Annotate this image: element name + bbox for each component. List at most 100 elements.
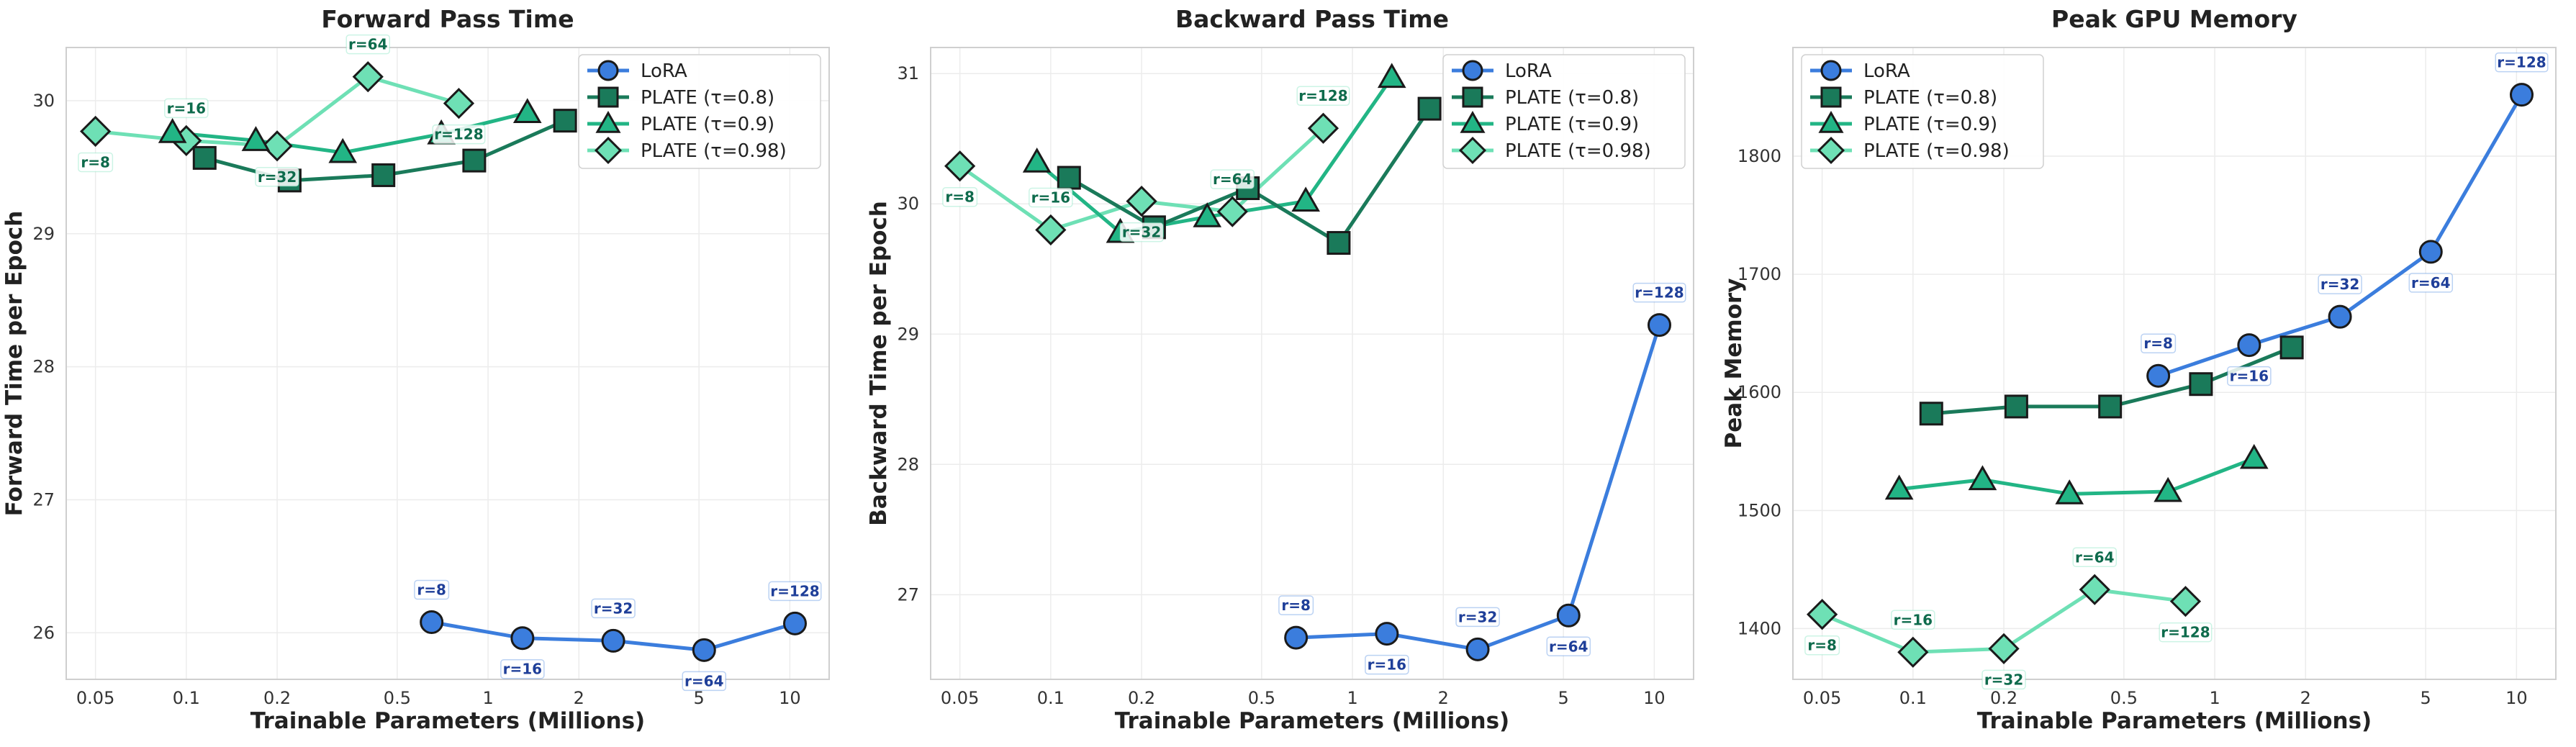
annotation-box <box>1455 607 1500 628</box>
chart-title: Peak GPU Memory <box>2051 5 2297 33</box>
annotation-box <box>1296 86 1350 106</box>
legend-label: PLATE (τ=0.8) <box>641 87 774 109</box>
annotation-label: r=128 <box>770 582 819 599</box>
annotation-box <box>2072 547 2118 568</box>
legend-marker-lora <box>1462 60 1483 81</box>
annotation-box <box>1029 187 1073 208</box>
annotation-label: r=128 <box>2497 54 2546 71</box>
legend-marker-plate-0-9 <box>1460 111 1486 133</box>
annotation-label: r=64 <box>348 36 387 53</box>
point-plate-0-9 <box>2055 479 2084 504</box>
series-line-lora <box>1296 324 1661 651</box>
annotation-label: r=8 <box>417 581 446 599</box>
point-plate-0-8 <box>1417 96 1442 121</box>
annotation-label: r=32 <box>594 599 633 617</box>
annotation-box <box>2159 622 2213 643</box>
y-tick-label: 29 <box>897 324 919 344</box>
y-tick-label: 1400 <box>1737 618 1781 638</box>
legend-marker-plate-0-8 <box>1820 86 1842 108</box>
point-plate-0-98 <box>261 130 293 162</box>
x-tick-label: 1 <box>1347 688 1357 708</box>
legend-marker-plate-0-98 <box>1458 136 1487 165</box>
point-lora <box>1375 622 1399 646</box>
annotation-box <box>591 598 636 619</box>
point-lora <box>1284 625 1309 650</box>
x-tick-label: 0.1 <box>1899 688 1927 708</box>
point-plate-0-98 <box>2079 574 2110 605</box>
legend-frame <box>1801 54 2044 169</box>
annotation-label: r=8 <box>1807 637 1837 654</box>
annotation-label: r=64 <box>2411 274 2450 291</box>
annotation-box <box>942 186 978 207</box>
point-lora <box>692 638 716 662</box>
x-tick-label: 5 <box>694 688 705 708</box>
legend-label: LoRA <box>641 60 687 82</box>
annotation-box <box>1278 595 1314 615</box>
y-tick-label: 1700 <box>1737 264 1781 284</box>
y-tick-label: 29 <box>32 224 55 244</box>
point-plate-0-9 <box>328 137 358 163</box>
point-plate-0-9 <box>1377 63 1406 89</box>
annotation-label: r=32 <box>1458 608 1497 625</box>
point-plate-0-9 <box>1968 465 1997 491</box>
plot-frame <box>1792 47 2557 680</box>
point-lora <box>601 628 625 653</box>
point-plate-0-98 <box>1035 214 1067 246</box>
annotation-box <box>1210 169 1255 189</box>
point-plate-0-98 <box>443 88 475 119</box>
y-tick-label: 28 <box>897 454 919 474</box>
annotation-label: r=64 <box>684 672 723 689</box>
point-plate-0-98 <box>352 61 384 93</box>
point-plate-0-9 <box>2239 443 2269 469</box>
point-plate-0-98 <box>1216 196 1248 227</box>
legend-label: PLATE (τ=0.9) <box>1863 114 1997 135</box>
legend: LoRA PLATE (τ=0.8) PLATE (τ=0.9) PLATE (τ=0… <box>1442 54 1686 169</box>
point-plate-0-98 <box>1307 112 1339 144</box>
point-lora <box>2418 240 2443 264</box>
annotation-label: r=16 <box>1894 611 1933 628</box>
point-plate-0-8 <box>371 163 396 187</box>
annotation-box <box>1891 610 1935 630</box>
y-tick-label: 31 <box>897 63 919 83</box>
y-tick-label: 28 <box>32 357 55 377</box>
point-plate-0-8 <box>1919 402 1943 426</box>
point-plate-0-8 <box>2098 394 2123 419</box>
chart-panel-3: 0.05 0.1 0.2 0.5 1 2 5 10 1400 1500 1600 1700 1800 Pe… <box>1721 5 2557 734</box>
legend-label: PLATE (τ=0.98) <box>1863 140 2010 162</box>
y-tick-label: 27 <box>897 584 919 605</box>
plot-frame <box>930 47 1694 680</box>
x-tick-label: 2 <box>574 688 584 708</box>
annotation-label: r=32 <box>258 168 297 186</box>
annotation-label: r=8 <box>81 153 110 171</box>
y-tick-label: 27 <box>32 489 55 510</box>
point-plate-0-8 <box>462 148 487 173</box>
annotation-label: r=16 <box>1031 189 1070 206</box>
x-tick-label: 0.1 <box>1037 688 1065 708</box>
annotation-label: r=32 <box>2320 276 2359 293</box>
annotation-label: r=128 <box>1298 87 1347 104</box>
point-plate-0-98 <box>1988 633 2020 664</box>
point-plate-0-9 <box>512 98 542 124</box>
annotation-label: r=32 <box>1984 671 2023 688</box>
annotation-label: r=64 <box>1549 638 1588 655</box>
legend-marker-plate-0-98 <box>594 136 623 165</box>
legend-label: LoRA <box>1505 60 1552 82</box>
annotation-label: r=128 <box>434 126 483 143</box>
x-tick-label: 10 <box>779 688 801 708</box>
series-line-lora <box>2157 94 2523 378</box>
point-plate-0-8 <box>1327 231 1351 255</box>
annotation-box <box>1365 654 1409 675</box>
point-plate-0-98 <box>944 150 976 182</box>
annotation-box <box>2141 333 2177 353</box>
x-tick-label: 0.5 <box>1248 688 1275 708</box>
annotation-box <box>432 124 486 145</box>
y-tick-label: 1500 <box>1737 500 1781 520</box>
plot-frame <box>65 47 830 680</box>
annotation-box <box>78 152 114 173</box>
legend-frame <box>1442 54 1686 169</box>
point-lora <box>2146 363 2171 388</box>
legend-label: PLATE (τ=0.8) <box>1505 87 1639 109</box>
legend-frame <box>578 54 821 169</box>
annotation-box <box>1546 636 1591 657</box>
annotation-label: r=8 <box>2143 335 2173 352</box>
